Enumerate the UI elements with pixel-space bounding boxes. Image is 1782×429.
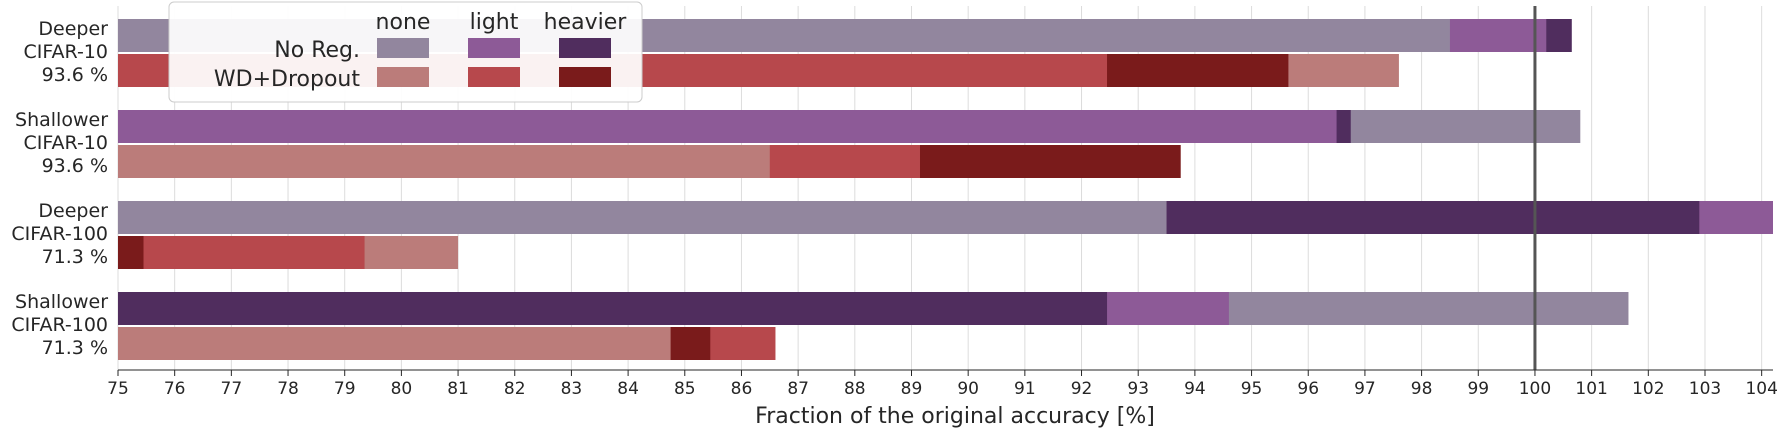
x-tick-label: 88 [844, 379, 866, 399]
group-label-line: 71.3 % [42, 337, 108, 359]
bar-heavier [118, 292, 1108, 325]
x-tick-label: 83 [561, 379, 583, 399]
group-label-line: CIFAR-100 [11, 314, 108, 336]
group-label-line: 93.6 % [42, 64, 108, 86]
x-tick-label: 93 [1127, 379, 1149, 399]
x-tick-label: 80 [391, 379, 413, 399]
x-tick-label: 76 [164, 379, 186, 399]
legend-column-header: light [470, 10, 519, 35]
x-tick-label: 103 [1689, 379, 1721, 399]
x-tick-label: 78 [277, 379, 299, 399]
legend-row-label: WD+Dropout [214, 67, 360, 92]
group-label-line: 93.6 % [42, 155, 108, 177]
legend-column-header: heavier [544, 10, 628, 35]
legend-swatch-light [468, 67, 520, 87]
x-tick-label: 75 [107, 379, 129, 399]
bar-light [118, 236, 365, 269]
x-tick-label: 81 [447, 379, 469, 399]
legend-swatch-light [468, 38, 520, 58]
x-tick-label: 89 [901, 379, 923, 399]
x-tick-label: 97 [1354, 379, 1376, 399]
x-tick-label: 86 [731, 379, 753, 399]
x-tick-label: 85 [674, 379, 696, 399]
group-label-line: CIFAR-100 [11, 223, 108, 245]
bar-none [118, 145, 770, 178]
x-axis-label: Fraction of the original accuracy [%] [755, 404, 1155, 429]
legend-column-header: none [376, 10, 431, 35]
group-label-line: 71.3 % [42, 246, 108, 268]
x-tick-label: 96 [1297, 379, 1319, 399]
bar-heavier [118, 236, 144, 269]
x-tick-label: 91 [1014, 379, 1036, 399]
x-tick-label: 95 [1241, 379, 1263, 399]
x-tick-label: 104 [1745, 379, 1777, 399]
bar-light [118, 110, 1337, 143]
legend-row-label: No Reg. [274, 38, 360, 63]
x-tick-label: 77 [221, 379, 243, 399]
x-tick-label: 98 [1411, 379, 1433, 399]
legend-swatch-heavier [559, 38, 611, 58]
x-tick-label: 87 [787, 379, 809, 399]
legend-swatch-none [377, 67, 429, 87]
group-label-line: Shallower [15, 291, 108, 313]
legend-swatch-none [377, 38, 429, 58]
legend-swatch-heavier [559, 67, 611, 87]
legend: none light heavier No Reg. WD+Dropout [168, 1, 643, 103]
x-tick-label: 94 [1184, 379, 1206, 399]
x-tick-label: 79 [334, 379, 356, 399]
x-tick-label: 101 [1575, 379, 1607, 399]
group-label-line: Deeper [38, 18, 108, 40]
x-tick-label: 99 [1467, 379, 1489, 399]
bar-none [118, 327, 671, 360]
group-label-line: Deeper [38, 200, 108, 222]
group-label-line: CIFAR-10 [23, 41, 108, 63]
x-tick-label: 92 [1071, 379, 1093, 399]
x-tick-label: 90 [957, 379, 979, 399]
group-label-line: CIFAR-10 [23, 132, 108, 154]
x-axis: 75 76 77 78 79 80 81 82 83 84 85 86 87 88 89 90 91 92 93 94… [107, 369, 1778, 399]
bar-none [118, 201, 1167, 234]
group-label-line: Shallower [15, 109, 108, 131]
x-tick-label: 84 [617, 379, 639, 399]
x-tick-label: 100 [1519, 379, 1551, 399]
x-tick-label: 102 [1632, 379, 1664, 399]
x-tick-label: 82 [504, 379, 526, 399]
